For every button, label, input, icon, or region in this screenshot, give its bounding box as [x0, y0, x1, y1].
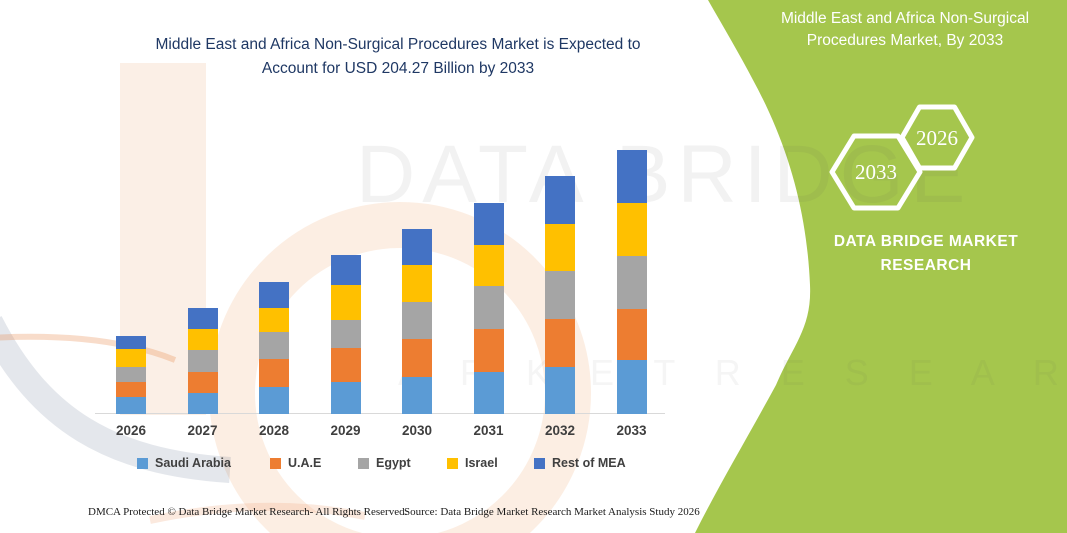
bar-segment-rest-of-mea-2031: [473, 202, 504, 245]
bar-segment-egypt-2029: [330, 320, 361, 349]
bar-segment-israel-2026: [116, 348, 146, 367]
bar-segment-israel-2030: [402, 264, 432, 303]
bar-segment-saudi-arabia-2027: [187, 393, 218, 414]
banner-title-line1: Middle East and Africa Non-Surgical: [780, 10, 1030, 27]
chart-title: Middle East and Africa Non-Surgical Proc…: [88, 33, 708, 81]
x-axis-label-2031: 2031: [473, 423, 504, 438]
bar-segment-israel-2027: [187, 328, 218, 350]
legend-label-rest-of-mea: Rest of MEA: [552, 456, 626, 470]
x-axis-line: [95, 413, 665, 414]
bar-segment-rest-of-mea-2030: [402, 228, 432, 265]
hexagon-2026-label: 2026: [916, 126, 958, 150]
chart-title-line1: Middle East and Africa Non-Surgical Proc…: [155, 36, 641, 53]
bar-segment-israel-2029: [330, 285, 361, 321]
bar-segment-u-a-e-2032: [545, 319, 575, 367]
bar-segment-israel-2033: [616, 202, 647, 256]
bar-segment-u-a-e-2027: [187, 372, 218, 394]
x-axis-label-2030: 2030: [401, 423, 433, 438]
bar-segment-u-a-e-2030: [402, 338, 432, 378]
footer-dmca: DMCA Protected © Data Bridge Market Rese…: [88, 506, 408, 518]
bar-segment-egypt-2026: [116, 366, 146, 382]
legend-swatch-israel: [447, 457, 458, 469]
banner-title-line2: Procedures Market, By 2033: [806, 32, 1004, 49]
x-axis-label-2033: 2033: [616, 423, 647, 438]
legend-label-israel: Israel: [465, 456, 498, 470]
brand-name: DATA BRIDGE MARKET RESEARCH: [801, 230, 1051, 278]
legend-swatch-saudi-arabia: [137, 457, 148, 469]
bar-segment-rest-of-mea-2028: [259, 281, 289, 309]
banner-title: Middle East and Africa Non-Surgical Proc…: [755, 8, 1055, 52]
legend-item-u-a-e: U.A.E: [270, 456, 321, 470]
bar-segment-u-a-e-2033: [616, 308, 647, 360]
legend-swatch-egypt: [358, 457, 369, 469]
forecast-hexagons: 2033 2026: [829, 104, 975, 211]
bar-segment-egypt-2032: [545, 270, 575, 319]
legend-label-u-a-e: U.A.E: [288, 456, 322, 470]
bar-segment-rest-of-mea-2032: [545, 175, 575, 225]
footer-source: Source: Data Bridge Market Research Mark…: [404, 506, 700, 518]
bar-segment-saudi-arabia-2029: [330, 381, 361, 414]
bar-segment-u-a-e-2026: [116, 381, 146, 397]
bar-segment-saudi-arabia-2031: [473, 372, 504, 414]
bar-segment-israel-2032: [545, 224, 575, 271]
x-axis-label-2029: 2029: [330, 423, 361, 438]
bar-segment-saudi-arabia-2032: [545, 366, 575, 414]
legend-item-egypt: Egypt: [358, 456, 411, 470]
brand-name-line1: DATA BRIDGE MARKET: [833, 233, 1019, 250]
x-axis-label-2026: 2026: [115, 423, 147, 438]
x-axis-label-2032: 2032: [544, 423, 576, 438]
hexagon-2033-label: 2033: [855, 160, 897, 184]
chart-title-line2: Account for USD 204.27 Billion by 2033: [261, 60, 535, 77]
bar-segment-saudi-arabia-2030: [402, 377, 432, 414]
bar-segment-egypt-2030: [402, 302, 432, 339]
bar-segment-israel-2031: [473, 244, 504, 286]
bar-segment-rest-of-mea-2027: [187, 308, 218, 329]
legend-swatch-u-a-e: [270, 457, 281, 469]
legend-label-saudi-arabia: Saudi Arabia: [155, 456, 231, 470]
brand-name-line2: RESEARCH: [880, 257, 972, 274]
bar-segment-egypt-2028: [259, 332, 289, 360]
bar-segment-rest-of-mea-2026: [116, 335, 146, 349]
bar-segment-saudi-arabia-2026: [116, 396, 146, 414]
legend-item-israel: Israel: [447, 456, 498, 470]
x-axis-label-2027: 2027: [187, 423, 218, 438]
legend-swatch-rest-of-mea: [534, 457, 545, 469]
bar-segment-egypt-2033: [616, 255, 647, 309]
legend-item-saudi-arabia: Saudi Arabia: [137, 456, 231, 470]
legend-item-rest-of-mea: Rest of MEA: [534, 456, 626, 470]
bar-segment-rest-of-mea-2029: [330, 255, 361, 285]
bar-segment-rest-of-mea-2033: [616, 150, 647, 203]
bar-segment-u-a-e-2029: [330, 348, 361, 382]
bar-segment-egypt-2031: [473, 285, 504, 330]
legend-label-egypt: Egypt: [376, 456, 411, 470]
x-axis-label-2028: 2028: [258, 423, 290, 438]
bar-segment-israel-2028: [259, 308, 289, 333]
bar-segment-egypt-2027: [187, 349, 218, 373]
bar-segment-saudi-arabia-2033: [616, 359, 647, 414]
bar-segment-u-a-e-2028: [259, 359, 289, 387]
bar-segment-saudi-arabia-2028: [259, 386, 289, 414]
bar-segment-u-a-e-2031: [473, 329, 504, 373]
